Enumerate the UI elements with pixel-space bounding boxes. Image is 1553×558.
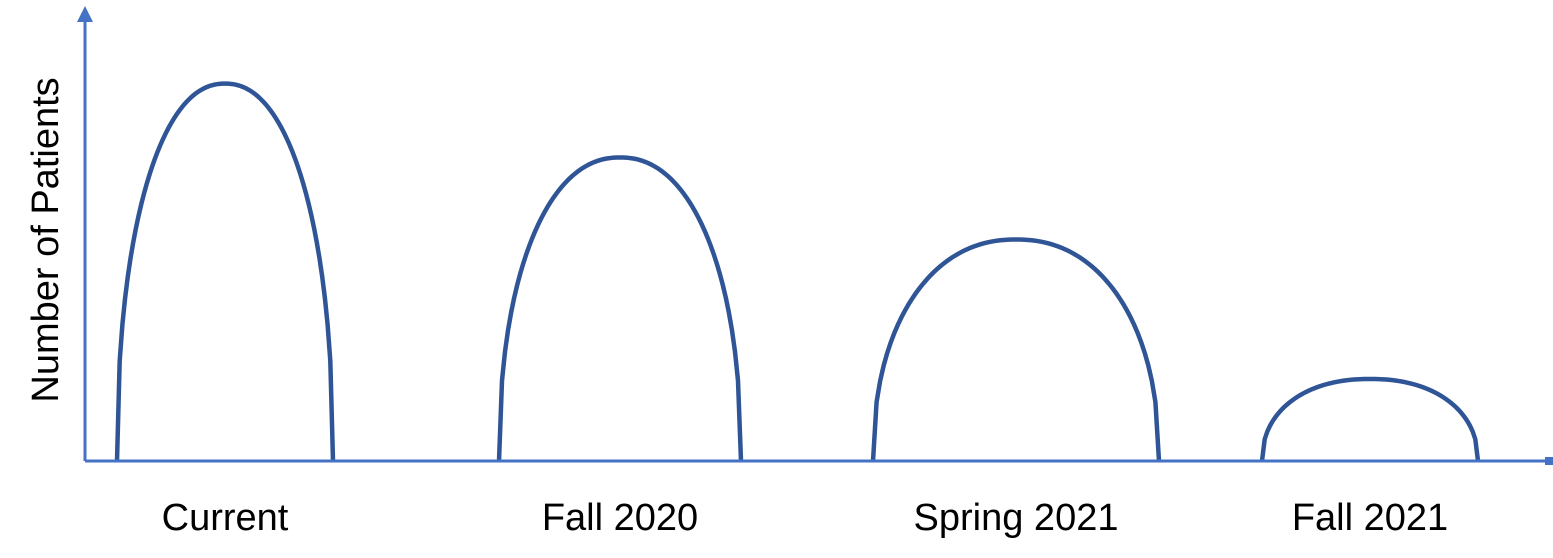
curve-fall-2021	[1259, 376, 1481, 462]
category-label-fall-2020: Fall 2020	[542, 497, 698, 539]
category-label-fall-2021: Fall 2021	[1292, 497, 1448, 539]
category-label-spring-2021: Spring 2021	[914, 497, 1119, 539]
curve-spring-2021	[870, 237, 1162, 462]
category-labels: Current Fall 2020 Spring 2021 Fall 2021	[162, 497, 1449, 539]
y-axis-label: Number of Patients	[25, 77, 67, 402]
y-axis-arrowhead	[77, 6, 93, 22]
x-axis-end-cap	[1545, 457, 1553, 465]
curve-fall-2020	[496, 155, 744, 462]
curve-current	[114, 81, 336, 462]
curves-layer	[114, 81, 1481, 462]
category-label-current: Current	[162, 497, 289, 539]
